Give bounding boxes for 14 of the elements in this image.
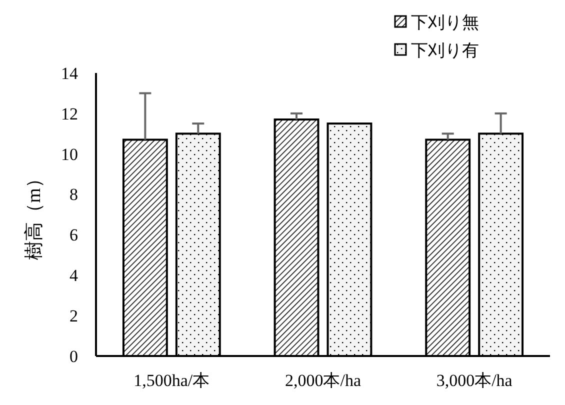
y-tick-label: 10: [61, 144, 78, 164]
x-tick-label: 2,000本/ha: [284, 371, 362, 390]
y-tick-label: 8: [70, 185, 78, 204]
y-axis-title: 樹高（m）: [23, 169, 45, 260]
y-tick-label: 12: [61, 104, 78, 124]
y-tick-label: 6: [70, 226, 78, 245]
y-tick-label: 14: [61, 64, 78, 83]
legend-label: 下刈り有: [411, 40, 479, 60]
legend-label: 下刈り無: [411, 12, 479, 32]
y-tick-label: 4: [70, 266, 78, 286]
y-tick-label: 0: [70, 346, 78, 366]
y-tick-label: 2: [70, 306, 78, 326]
x-tick-label: 1,500ha/本: [134, 371, 210, 390]
x-tick-label: 3,000本/ha: [436, 371, 513, 390]
